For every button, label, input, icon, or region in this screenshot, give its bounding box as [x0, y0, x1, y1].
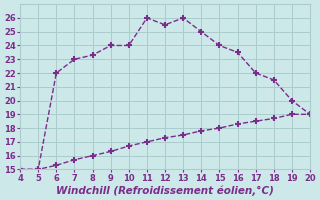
X-axis label: Windchill (Refroidissement éolien,°C): Windchill (Refroidissement éolien,°C)	[56, 185, 274, 196]
